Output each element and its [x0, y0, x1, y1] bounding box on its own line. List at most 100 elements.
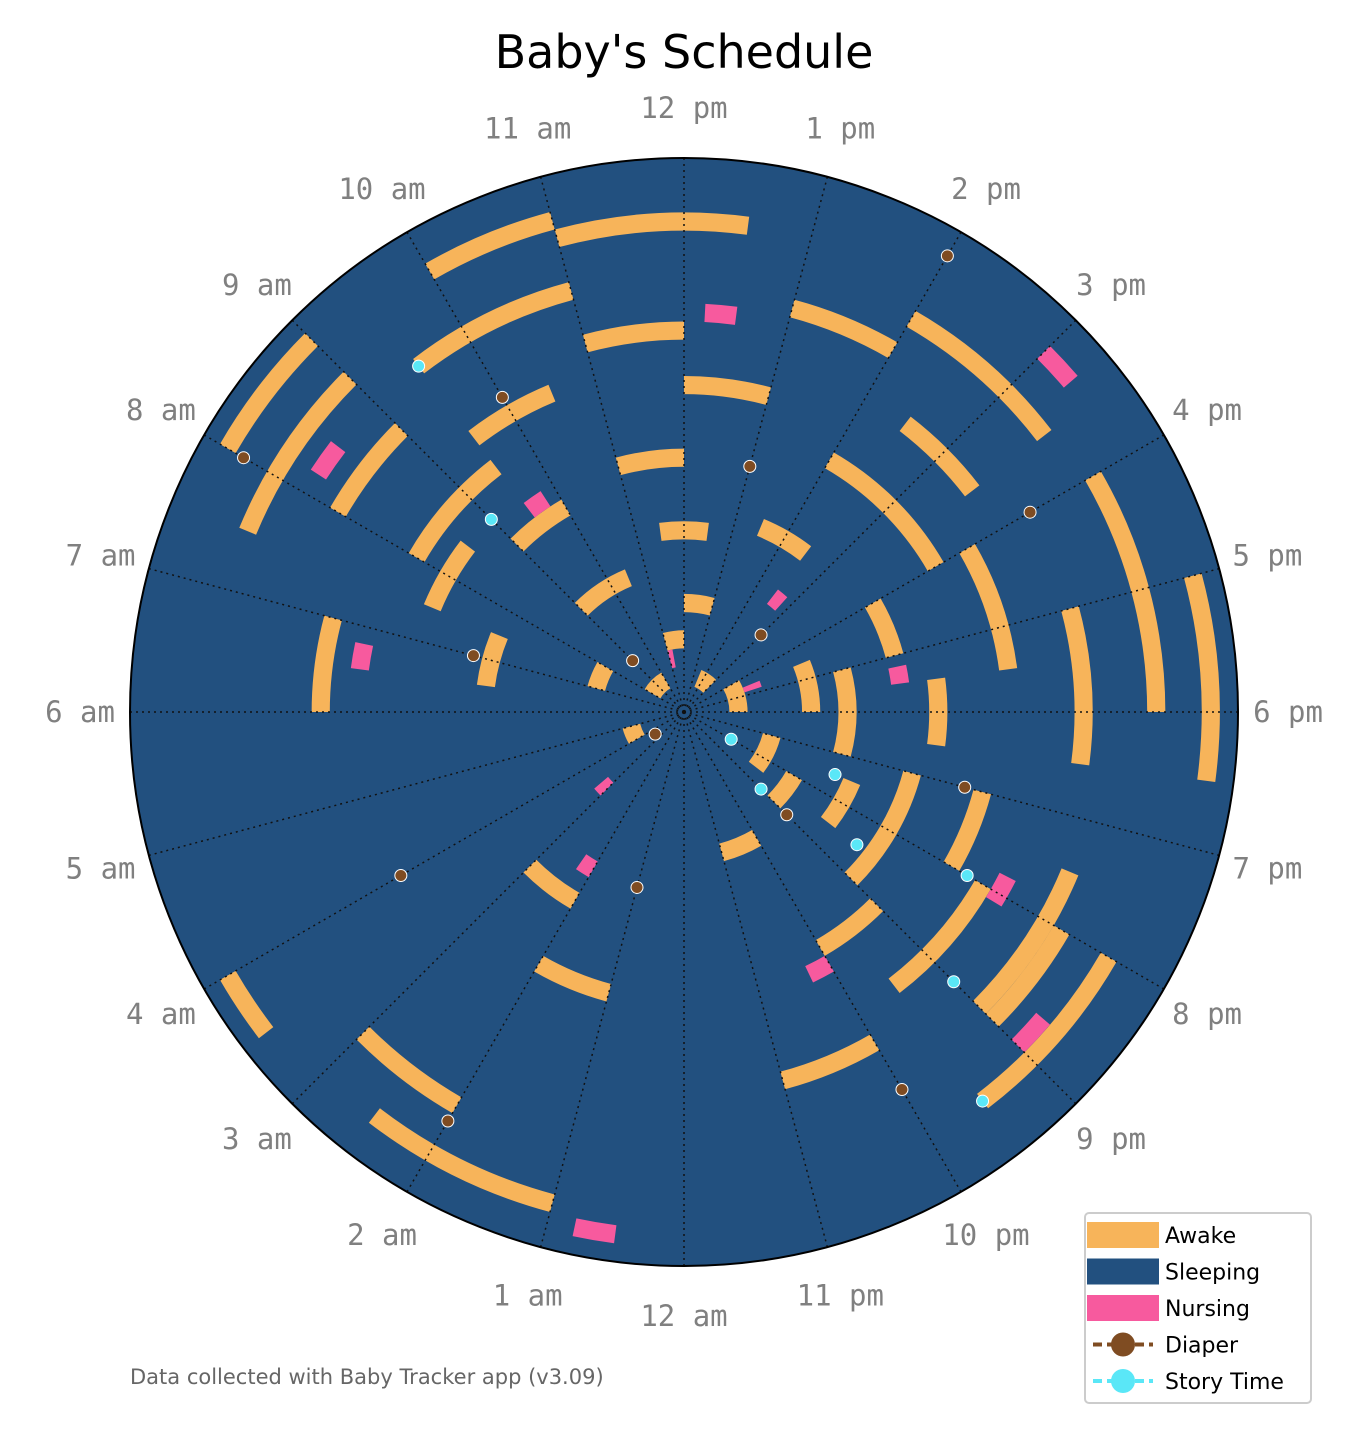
awake-segment: [413, 282, 574, 374]
awake-segment: [662, 630, 684, 651]
legend-label-nursing: Nursing: [1165, 1297, 1250, 1322]
hour-gridline: [683, 434, 1165, 713]
chart-title: Baby's Schedule: [495, 25, 874, 79]
awake-segment: [476, 632, 508, 688]
awake-segment: [1061, 606, 1093, 766]
hour-gridline: [539, 176, 685, 713]
awake-segment: [587, 662, 614, 691]
awake-segment: [582, 321, 684, 353]
legend-label-story-time: Story Time: [1165, 1370, 1284, 1395]
awake-segment: [780, 1034, 880, 1090]
diaper-marker: [495, 390, 509, 404]
polar-frame: [129, 157, 1239, 1267]
hour-label: 7 pm: [1232, 851, 1302, 885]
story-time-marker: [724, 732, 738, 746]
hour-gridline: [683, 711, 1077, 1105]
nursing-segment: [1011, 1012, 1051, 1053]
hour-label: 5 am: [66, 851, 136, 885]
hour-label: 10 pm: [942, 1218, 1029, 1252]
diaper-marker: [743, 459, 757, 473]
legend-swatch-nursing: [1087, 1295, 1159, 1321]
awake-segment: [985, 925, 1070, 1027]
legend-swatch-sleeping: [1087, 1258, 1159, 1285]
awake-segment: [767, 771, 802, 809]
story-time-marker: [754, 782, 768, 796]
hour-gridline: [683, 711, 962, 1193]
legend-marker-diaper: [1111, 1332, 1135, 1357]
hour-gridline: [406, 231, 685, 713]
diaper-marker: [940, 249, 954, 263]
hour-gridline: [683, 711, 1165, 990]
awake-segment: [356, 1026, 462, 1114]
legend-swatch-awake: [1087, 1222, 1159, 1248]
awake-segment: [408, 459, 502, 563]
awake-segment: [959, 543, 1018, 671]
nursing-segment: [704, 303, 738, 325]
awake-segment: [239, 371, 357, 535]
legend: Awake Sleeping Nursing Diaper Story Time: [1084, 1212, 1312, 1404]
plot-area: [129, 157, 1239, 1267]
diaper-marker: [648, 727, 662, 741]
story-time-marker: [850, 838, 864, 852]
story-time-marker: [412, 359, 426, 373]
awake-segment: [219, 333, 318, 454]
legend-marker-story-time: [1111, 1369, 1135, 1393]
nursing-segment: [523, 491, 551, 518]
hour-label: 1 am: [493, 1278, 563, 1312]
hour-label: 5 pm: [1232, 539, 1302, 573]
hour-label: 6 am: [45, 695, 115, 729]
hour-gridline: [539, 711, 685, 1248]
awake-segment: [615, 448, 684, 476]
hour-label: 8 am: [126, 393, 196, 427]
awake-segment: [368, 1108, 555, 1213]
hour-label: 12 am: [640, 1299, 727, 1333]
diaper-marker: [626, 654, 640, 668]
hour-label: 4 pm: [1172, 393, 1242, 427]
awake-segment: [694, 670, 717, 693]
diaper-marker: [394, 868, 408, 882]
awake-segment: [425, 211, 555, 280]
legend-label-awake: Awake: [1165, 1224, 1236, 1249]
nursing-segment: [1037, 345, 1078, 388]
diaper-marker: [630, 880, 644, 894]
hour-label: 9 am: [222, 268, 292, 302]
awake-segment: [888, 880, 991, 994]
awake-segment: [523, 859, 580, 909]
nursing-segment: [594, 776, 614, 796]
hour-gridline: [683, 567, 1220, 713]
diaper-marker: [895, 1083, 909, 1097]
awake-segment: [554, 212, 750, 248]
awake-segment: [719, 829, 762, 862]
hour-label: 1 pm: [805, 112, 875, 146]
awake-segment: [622, 723, 645, 744]
awake-segment: [723, 680, 748, 712]
awake-segment: [793, 659, 821, 712]
hour-gridline: [683, 711, 1220, 857]
hour-label: 2 am: [347, 1218, 417, 1252]
hour-gridline: [683, 231, 962, 713]
awake-segment: [684, 593, 715, 616]
hour-label: 7 am: [66, 539, 136, 573]
awake-segment: [1184, 573, 1220, 782]
nursing-segment: [742, 680, 762, 693]
awake-segment: [1085, 471, 1166, 712]
awake-segment: [789, 299, 898, 359]
awake-segment: [574, 569, 632, 616]
story-time-marker: [828, 768, 842, 782]
awake-segment: [330, 423, 408, 517]
diaper-marker: [780, 808, 794, 822]
hour-gridline: [291, 711, 685, 1105]
hour-gridline: [148, 567, 685, 713]
hour-labels: 12 am 1 am 2 am 3 am 4 am 5 am 6 am 7 am 8 am 9 a…: [45, 91, 1323, 1333]
hour-label: 9 pm: [1076, 1122, 1146, 1156]
diaper-marker: [441, 1114, 455, 1128]
diaper-marker: [958, 780, 972, 794]
nursing-segment: [888, 664, 910, 685]
nursing-segment: [667, 649, 676, 669]
legend-label-sleeping: Sleeping: [1165, 1261, 1260, 1286]
hour-gridline: [683, 711, 829, 1248]
awake-segment: [833, 667, 857, 757]
hour-label: 8 pm: [1172, 997, 1242, 1031]
diaper-marker: [754, 628, 768, 642]
